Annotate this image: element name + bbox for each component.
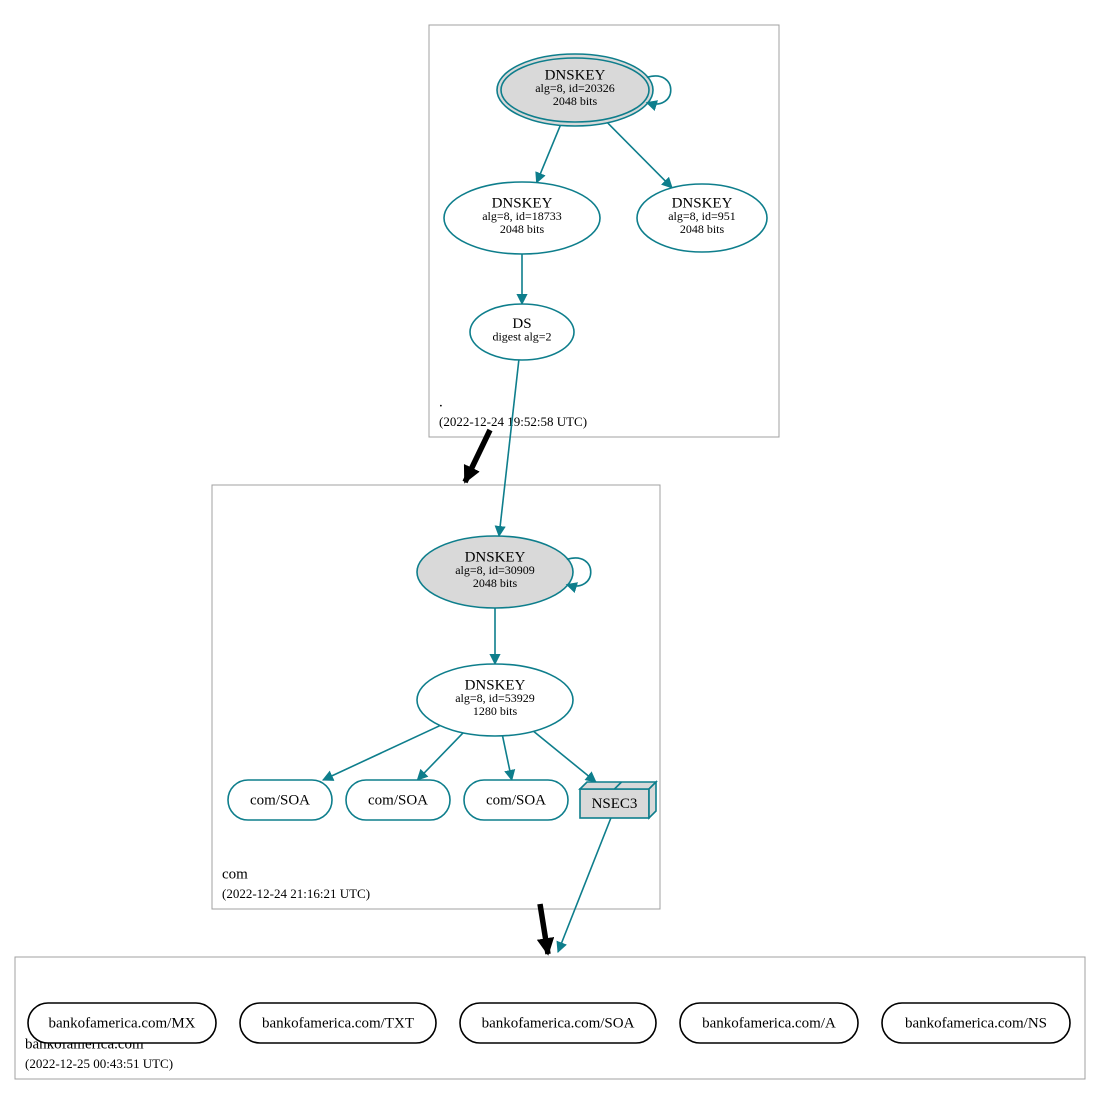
svg-text:2048 bits: 2048 bits	[500, 222, 545, 236]
svg-text:com/SOA: com/SOA	[250, 792, 310, 808]
svg-text:digest alg=2: digest alg=2	[492, 329, 551, 343]
svg-text:alg=8, id=951: alg=8, id=951	[668, 209, 736, 223]
node-nsec3: NSEC3	[580, 782, 656, 818]
zone-label: com	[222, 866, 248, 882]
svg-text:com/SOA: com/SOA	[368, 792, 428, 808]
svg-text:NSEC3: NSEC3	[592, 796, 638, 812]
node-root_zsk2: DNSKEYalg=8, id=9512048 bits	[637, 184, 767, 252]
svg-text:alg=8, id=18733: alg=8, id=18733	[482, 209, 562, 223]
svg-text:bankofamerica.com/NS: bankofamerica.com/NS	[905, 1015, 1047, 1031]
svg-text:alg=8, id=53929: alg=8, id=53929	[455, 691, 535, 705]
node-soa3: com/SOA	[464, 780, 568, 820]
svg-text:bankofamerica.com/TXT: bankofamerica.com/TXT	[262, 1015, 414, 1031]
node-boa_a: bankofamerica.com/A	[680, 1003, 858, 1043]
node-root_ksk: DNSKEYalg=8, id=203262048 bits	[497, 54, 671, 126]
svg-text:2048 bits: 2048 bits	[680, 222, 725, 236]
node-soa1: com/SOA	[228, 780, 332, 820]
svg-text:com/SOA: com/SOA	[486, 792, 546, 808]
svg-text:2048 bits: 2048 bits	[553, 94, 598, 108]
node-com_zsk: DNSKEYalg=8, id=539291280 bits	[417, 664, 573, 736]
svg-text:bankofamerica.com/SOA: bankofamerica.com/SOA	[482, 1015, 635, 1031]
svg-text:alg=8, id=20326: alg=8, id=20326	[535, 81, 615, 95]
node-root_ds: DSdigest alg=2	[470, 304, 574, 360]
node-boa_txt: bankofamerica.com/TXT	[240, 1003, 436, 1043]
svg-text:1280 bits: 1280 bits	[473, 704, 518, 718]
nodes: DNSKEYalg=8, id=203262048 bits DNSKEYalg=…	[28, 54, 1070, 1043]
dnssec-diagram: .(2022-12-24 19:52:58 UTC)com(2022-12-24…	[0, 0, 1100, 1094]
svg-text:bankofamerica.com/MX: bankofamerica.com/MX	[48, 1015, 195, 1031]
svg-text:2048 bits: 2048 bits	[473, 576, 518, 590]
svg-text:alg=8, id=30909: alg=8, id=30909	[455, 563, 535, 577]
svg-text:bankofamerica.com/A: bankofamerica.com/A	[702, 1015, 836, 1031]
zone-timestamp: (2022-12-24 21:16:21 UTC)	[222, 886, 370, 901]
zone-label: .	[439, 394, 443, 410]
zone-timestamp: (2022-12-25 00:43:51 UTC)	[25, 1056, 173, 1071]
node-com_ksk: DNSKEYalg=8, id=309092048 bits	[417, 536, 591, 608]
node-boa_soa: bankofamerica.com/SOA	[460, 1003, 656, 1043]
node-soa2: com/SOA	[346, 780, 450, 820]
node-boa_ns: bankofamerica.com/NS	[882, 1003, 1070, 1043]
node-boa_mx: bankofamerica.com/MX	[28, 1003, 216, 1043]
node-root_zsk1: DNSKEYalg=8, id=187332048 bits	[444, 182, 600, 254]
